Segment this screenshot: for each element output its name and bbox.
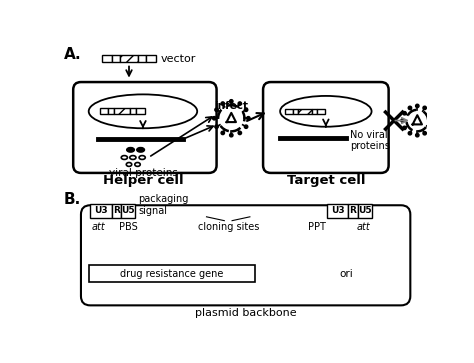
Text: U3: U3	[94, 206, 108, 215]
Text: att: att	[356, 222, 370, 232]
Circle shape	[221, 131, 225, 135]
Circle shape	[238, 131, 242, 135]
Text: plasmid backbone: plasmid backbone	[195, 309, 296, 318]
Text: ori: ori	[339, 269, 353, 279]
Circle shape	[423, 106, 427, 110]
Circle shape	[246, 117, 250, 120]
Text: Target cell: Target cell	[287, 174, 365, 187]
Text: R: R	[113, 206, 120, 215]
Circle shape	[428, 111, 432, 115]
Bar	[100, 108, 108, 114]
Circle shape	[238, 102, 242, 105]
Circle shape	[430, 119, 434, 122]
Circle shape	[416, 134, 419, 137]
Bar	[312, 109, 317, 114]
Text: U5: U5	[121, 206, 135, 215]
Text: B.: B.	[64, 192, 81, 207]
Circle shape	[401, 119, 404, 122]
Circle shape	[416, 104, 419, 107]
Bar	[121, 204, 135, 217]
Bar	[146, 56, 156, 62]
Text: drug resistance gene: drug resistance gene	[120, 269, 224, 279]
Circle shape	[403, 126, 406, 130]
Bar	[138, 56, 146, 62]
Circle shape	[245, 108, 248, 111]
Text: PBS: PBS	[119, 222, 137, 232]
Circle shape	[408, 106, 411, 110]
Ellipse shape	[127, 147, 135, 152]
Circle shape	[221, 102, 225, 105]
Text: cloning sites: cloning sites	[198, 222, 259, 232]
Circle shape	[229, 134, 233, 137]
Bar	[136, 108, 145, 114]
Bar	[89, 265, 255, 282]
Bar	[114, 108, 130, 114]
Text: Helper cell: Helper cell	[103, 174, 183, 187]
Text: packaging
signal: packaging signal	[138, 195, 189, 216]
FancyBboxPatch shape	[81, 205, 410, 305]
Text: U3: U3	[331, 206, 344, 215]
Bar	[348, 204, 357, 217]
Bar	[112, 204, 121, 217]
Circle shape	[245, 125, 248, 129]
Bar	[327, 204, 348, 217]
Circle shape	[229, 99, 233, 103]
Text: viral proteins: viral proteins	[109, 168, 177, 178]
Text: U5: U5	[358, 206, 372, 215]
Ellipse shape	[137, 147, 145, 152]
Text: A.: A.	[64, 48, 82, 62]
Bar	[298, 109, 312, 114]
Bar	[357, 204, 372, 217]
Text: R: R	[349, 206, 356, 215]
Bar	[120, 56, 138, 62]
Text: PPT: PPT	[309, 222, 326, 232]
Bar	[292, 109, 298, 114]
Circle shape	[428, 126, 432, 130]
Circle shape	[408, 131, 411, 135]
Bar	[285, 109, 292, 114]
Circle shape	[215, 125, 218, 129]
Circle shape	[215, 108, 218, 111]
Text: att: att	[92, 222, 106, 232]
FancyBboxPatch shape	[73, 82, 217, 173]
FancyBboxPatch shape	[263, 82, 389, 173]
Circle shape	[423, 131, 427, 135]
Text: No viral
proteins: No viral proteins	[350, 130, 390, 151]
Bar	[130, 108, 136, 114]
Bar	[112, 56, 120, 62]
Bar	[108, 108, 114, 114]
Circle shape	[403, 111, 406, 115]
Bar	[102, 56, 112, 62]
Text: infect: infect	[214, 101, 248, 111]
Text: vector: vector	[161, 54, 196, 64]
Bar	[90, 204, 112, 217]
Bar	[317, 109, 325, 114]
Circle shape	[212, 117, 216, 120]
